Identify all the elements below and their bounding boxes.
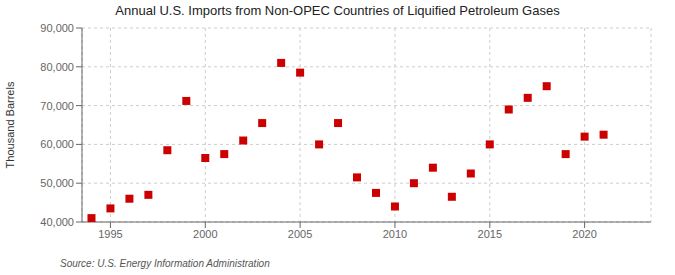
- svg-text:Thousand Barrels: Thousand Barrels: [8, 81, 16, 168]
- svg-text:2000: 2000: [193, 228, 217, 240]
- svg-text:40,000: 40,000: [40, 216, 74, 228]
- svg-text:2015: 2015: [478, 228, 502, 240]
- svg-text:80,000: 80,000: [40, 61, 74, 73]
- html-text:Source: U.S. Energy Informatio: Source: U.S. Energy Information Administ…: [60, 258, 270, 269]
- svg-text:60,000: 60,000: [40, 138, 74, 150]
- svg-text:1995: 1995: [98, 228, 122, 240]
- svg-text:2010: 2010: [383, 228, 407, 240]
- svg-text:70,000: 70,000: [40, 100, 74, 112]
- html-text:Annual U.S. Imports from Non-O: Annual U.S. Imports from Non-OPEC Countr…: [115, 3, 560, 18]
- svg-text:50,000: 50,000: [40, 177, 74, 189]
- svg-text:90,000: 90,000: [40, 22, 74, 34]
- svg-text:2020: 2020: [572, 228, 596, 240]
- svg-text:2005: 2005: [288, 228, 312, 240]
